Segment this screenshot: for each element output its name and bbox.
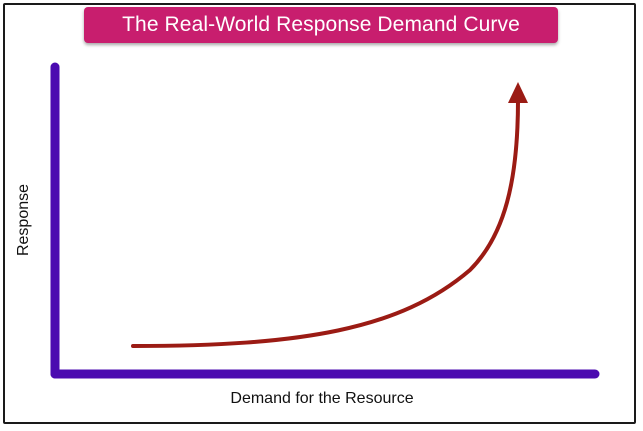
x-axis-label: Demand for the Resource — [230, 390, 414, 407]
diagram-frame — [3, 3, 636, 424]
curve-arrowhead-icon — [508, 82, 528, 103]
response-curve — [131, 98, 520, 348]
y-axis-label: Response — [15, 183, 32, 257]
diagram-title: The Real-World Response Demand Curve — [84, 7, 558, 43]
